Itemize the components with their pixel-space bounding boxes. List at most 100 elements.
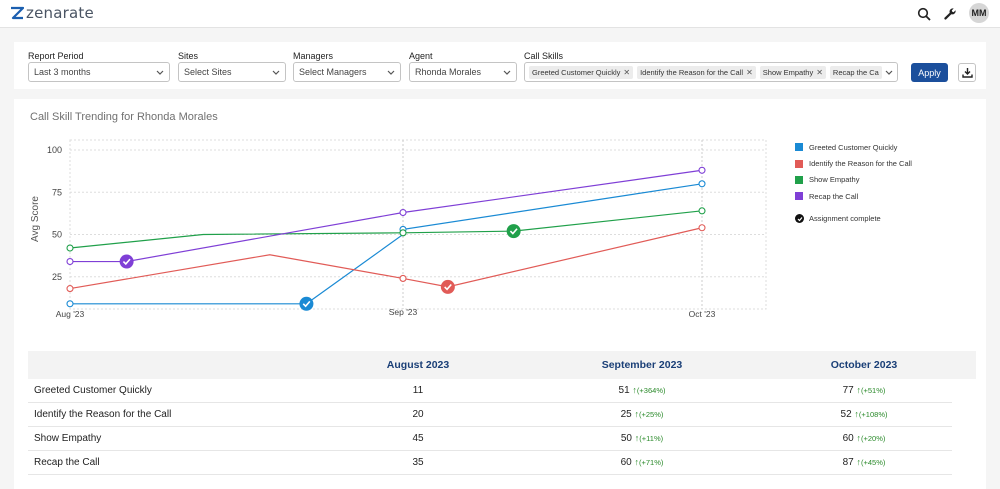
close-icon[interactable]: ✕: [623, 67, 631, 77]
user-avatar[interactable]: MM: [969, 3, 989, 23]
skill-name: Recap the Call: [34, 457, 100, 468]
arrow-up-icon: ↑: [634, 433, 640, 443]
table-body: Greeted Customer Quickly 11 51 ↑(+364%) 77 …: [28, 379, 976, 475]
series-line: [70, 183, 703, 305]
chevron-down-icon: [156, 68, 164, 76]
skill-chip[interactable]: Identify the Reason for the Call ✕: [637, 65, 756, 79]
legend-swatch: [795, 159, 803, 168]
call-skills-select[interactable]: Greeted Customer Quickly ✕ Identify the R…: [524, 62, 898, 82]
arrow-up-icon: ↑: [856, 385, 862, 395]
arrow-up-icon: ↑: [856, 457, 862, 467]
score-value: 52: [840, 409, 852, 420]
oct-score: 87 ↑(+45%): [784, 457, 944, 468]
legend-swatch: [795, 175, 803, 184]
agent-select[interactable]: Rhonda Morales: [409, 62, 517, 82]
arrow-up-icon: ↑: [854, 409, 859, 419]
oct-score: 52 ↑(+108%): [784, 409, 944, 420]
report-period-value: Last 3 months: [34, 67, 91, 77]
managers-select[interactable]: Select Managers: [293, 62, 401, 82]
brand-logo[interactable]: zenarate: [10, 3, 94, 23]
change-badge: ↑(+364%): [632, 385, 666, 395]
main-panel: Call Skill Trending for Rhonda Morales 2…: [14, 99, 986, 489]
sep-score: 50 ↑(+11%): [562, 433, 722, 444]
data-point: [698, 180, 706, 188]
search-icon[interactable]: [915, 5, 933, 23]
assignment-complete-marker: [440, 279, 455, 294]
oct-score: 77 ↑(+51%): [784, 385, 944, 396]
sites-select[interactable]: Select Sites: [178, 62, 286, 82]
change-badge: ↑(+71%): [634, 457, 664, 467]
call-skills-chips: Greeted Customer Quickly ✕ Identify the R…: [529, 65, 885, 79]
score-value: 87: [842, 457, 854, 468]
report-period-select[interactable]: Last 3 months: [28, 62, 170, 82]
legend-item[interactable]: Greeted Customer Quickly: [795, 139, 912, 155]
data-point: [66, 285, 74, 293]
agent-label: Agent: [409, 51, 433, 61]
change-badge: ↑(+25%): [634, 409, 664, 419]
assignment-complete-marker: [119, 254, 134, 269]
x-tick-label: Oct '23: [689, 309, 716, 319]
chevron-down-icon: [503, 68, 511, 76]
legend-item[interactable]: Recap the Call: [795, 188, 912, 204]
score-value: 50: [620, 433, 632, 444]
legend-item[interactable]: Show Empathy: [795, 172, 912, 188]
arrow-up-icon: ↑: [856, 433, 862, 443]
assignment-complete-marker: [506, 224, 521, 239]
filter-panel: Report Period Last 3 months Sites Select…: [14, 42, 986, 89]
plot-area: [69, 139, 767, 310]
legend-swatch: [795, 192, 803, 201]
download-icon: [961, 68, 973, 78]
score-value: 77: [842, 385, 854, 396]
change-badge: ↑(+11%): [634, 433, 664, 443]
arrow-up-icon: ↑: [634, 457, 640, 467]
data-point: [399, 274, 407, 282]
table-row: Recap the Call 35 60 ↑(+71%) 87 ↑(+45%): [28, 451, 952, 475]
sites-placeholder: Select Sites: [184, 67, 232, 77]
skill-chip[interactable]: Greeted Customer Quickly ✕: [529, 65, 634, 79]
col-header-sep: September 2023: [601, 359, 683, 371]
series-line: [70, 169, 703, 263]
oct-score: 60 ↑(+20%): [784, 433, 944, 444]
skill-chip[interactable]: Show Empathy ✕: [759, 65, 826, 79]
apply-button[interactable]: Apply: [911, 63, 948, 82]
legend-item-assignment: Assignment complete: [795, 211, 912, 227]
assignment-complete-marker: [299, 296, 314, 311]
aug-score: 11: [412, 385, 424, 396]
managers-placeholder: Select Managers: [299, 67, 367, 77]
report-period-label: Report Period: [28, 51, 84, 61]
trend-chart: 25 50 75 100 Aug '23 Sep '23 Oct '23 Avg Score: [30, 139, 767, 319]
skill-name: Show Empathy: [34, 433, 102, 444]
table-row: Greeted Customer Quickly 11 51 ↑(+364%) 77 …: [28, 379, 952, 403]
sep-score: 51 ↑(+364%): [562, 385, 722, 396]
wrench-icon[interactable]: [941, 5, 959, 23]
arrow-up-icon: ↑: [634, 409, 640, 419]
data-point: [66, 300, 74, 308]
top-bar: zenarate MM: [0, 0, 1000, 28]
change-badge: ↑(+20%): [856, 433, 886, 443]
y-tick-label: 75: [52, 187, 62, 197]
chart-title: Call Skill Trending for Rhonda Morales: [30, 111, 218, 123]
legend-item[interactable]: Identify the Reason for the Call: [795, 155, 912, 171]
aug-score: 20: [412, 409, 424, 420]
data-point: [66, 257, 74, 266]
close-icon[interactable]: ✕: [816, 67, 823, 77]
change-badge: ↑(+51%): [856, 385, 886, 395]
data-point: [698, 207, 706, 215]
aug-score: 45: [412, 433, 424, 444]
arrow-up-icon: ↑: [632, 385, 637, 395]
chart-legend: Greeted Customer Quickly Identify the Re…: [795, 139, 912, 227]
download-button[interactable]: [958, 63, 976, 82]
y-axis-label: Avg Score: [30, 196, 41, 242]
check-circle-icon: [795, 214, 804, 224]
table-header: August 2023 September 2023 October 2023: [28, 351, 976, 379]
col-header-aug: August 2023: [386, 359, 450, 371]
sep-score: 60 ↑(+71%): [562, 457, 722, 468]
sep-score: 25 ↑(+25%): [562, 409, 722, 420]
data-point: [698, 224, 706, 232]
close-icon[interactable]: ✕: [746, 67, 753, 77]
y-tick-label: 50: [52, 230, 62, 240]
table-row: Show Empathy 45 50 ↑(+11%) 60 ↑(+20%): [28, 427, 952, 451]
x-tick-label: Aug '23: [56, 309, 85, 319]
brand-name: zenarate: [26, 4, 94, 22]
skill-chip[interactable]: Recap the Ca: [829, 65, 882, 79]
